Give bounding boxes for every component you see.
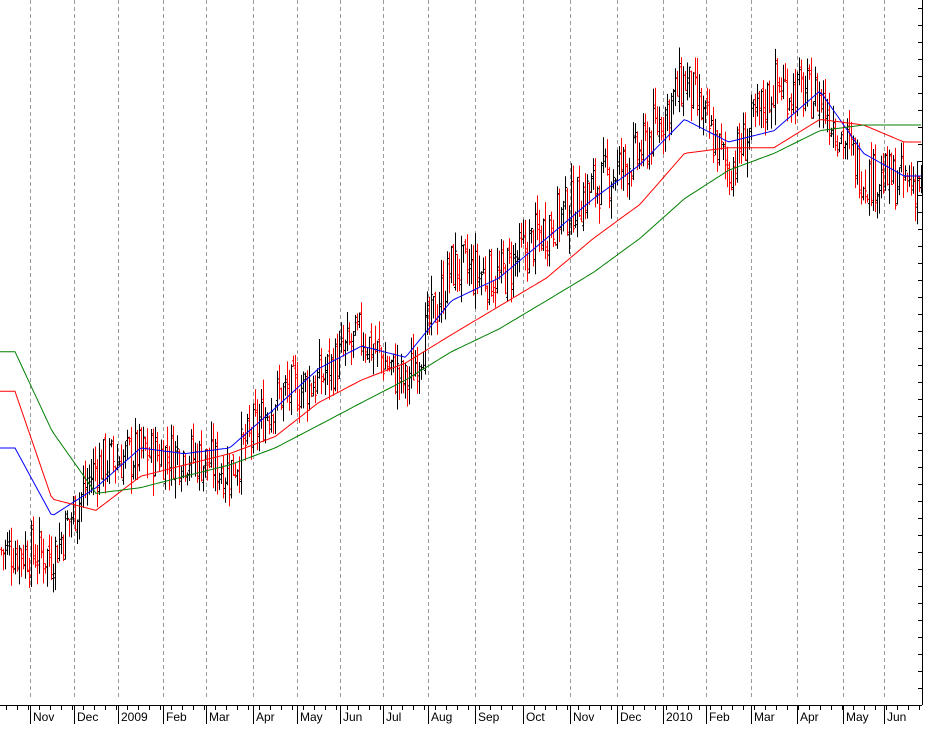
x-tick-label: 2010 — [666, 710, 693, 724]
ma-long-line — [0, 124, 921, 494]
x-tick-label: Sep — [478, 710, 500, 724]
x-tick-label: Dec — [620, 710, 641, 724]
x-tick-label: Apr — [800, 710, 819, 724]
ma-short-line — [0, 91, 921, 516]
x-tick-label: May — [846, 710, 869, 724]
x-tick-label: Dec — [77, 710, 98, 724]
x-tick-label: Feb — [709, 710, 730, 724]
x-tick-label: Oct — [526, 710, 545, 724]
x-tick-label: Jul — [386, 710, 401, 724]
x-tick-label: Jun — [343, 710, 362, 724]
x-tick-label: May — [300, 710, 323, 724]
x-tick-label: Nov — [33, 710, 54, 724]
x-tick-label: Apr — [256, 710, 275, 724]
candle-layer — [0, 47, 923, 593]
ma-medium-line — [0, 119, 921, 511]
x-tick-label: Feb — [166, 710, 187, 724]
right-axis-ticks — [918, 8, 922, 689]
x-axis: Nov Dec 2009 Feb Mar Apr May Jun Jul Aug Sep Oct Nov… — [0, 705, 922, 724]
x-tick-label: Nov — [573, 710, 594, 724]
x-tick-label: Mar — [209, 710, 230, 724]
x-tick-label: Mar — [754, 710, 775, 724]
x-tick-label: Jun — [887, 710, 906, 724]
x-tick-label: 2009 — [121, 710, 148, 724]
x-tick-label: Aug — [431, 710, 452, 724]
grid-layer — [30, 0, 885, 700]
moving-average-layer — [0, 91, 921, 516]
